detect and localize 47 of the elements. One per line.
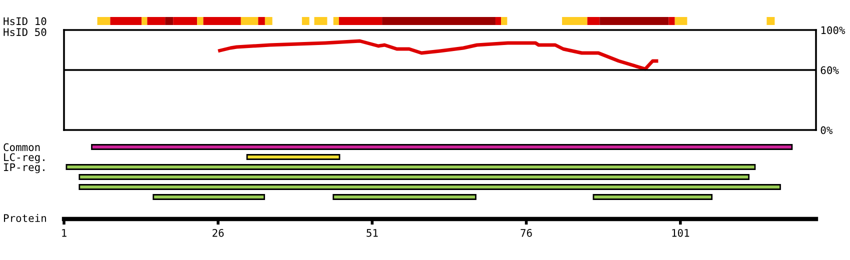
x-tick-label: 51 (366, 229, 378, 237)
y-tick-label: 100% (821, 26, 846, 34)
bar (668, 17, 675, 25)
x-tick-label: 1 (62, 229, 66, 237)
x-tick-label: 76 (520, 228, 532, 237)
bar (66, 164, 756, 170)
bar (142, 17, 148, 25)
line-series (216, 39, 660, 71)
bar (495, 17, 502, 25)
bar (314, 17, 328, 25)
bar (332, 194, 476, 200)
x-tick-label: 101 (672, 228, 690, 237)
y-tick-label: LC-reg. (4, 153, 44, 164)
bar (246, 154, 340, 160)
bar (592, 194, 713, 200)
bar (258, 17, 265, 25)
bar (587, 17, 600, 25)
bar (674, 17, 688, 25)
bar (264, 17, 272, 25)
bar (302, 17, 310, 25)
bar (240, 17, 258, 25)
bar (766, 17, 775, 25)
bar (333, 17, 339, 25)
bar (600, 17, 669, 25)
y-tick-label: HsID 10 (4, 17, 46, 26)
bar (91, 144, 793, 150)
x-tick-label: 26 (212, 228, 224, 237)
bar (562, 17, 588, 25)
bar (78, 174, 750, 180)
y-tick-label: 60% (820, 66, 839, 74)
bar (203, 17, 241, 25)
bar (147, 17, 166, 25)
y-tick-label: Common (4, 143, 40, 152)
bar (97, 17, 110, 25)
bar (165, 17, 174, 25)
y-tick-label: IP-reg. (4, 163, 44, 174)
bar (501, 17, 508, 25)
bar (338, 17, 382, 25)
y-axis-title: HsID 50 (4, 28, 46, 36)
bar (197, 17, 204, 25)
y-tick-label: 0% (820, 126, 833, 134)
bar (382, 17, 496, 25)
x-axis-title: Protein (4, 214, 46, 222)
bar (78, 184, 781, 190)
bar (173, 17, 198, 25)
bar (152, 194, 266, 200)
bar (110, 17, 142, 25)
